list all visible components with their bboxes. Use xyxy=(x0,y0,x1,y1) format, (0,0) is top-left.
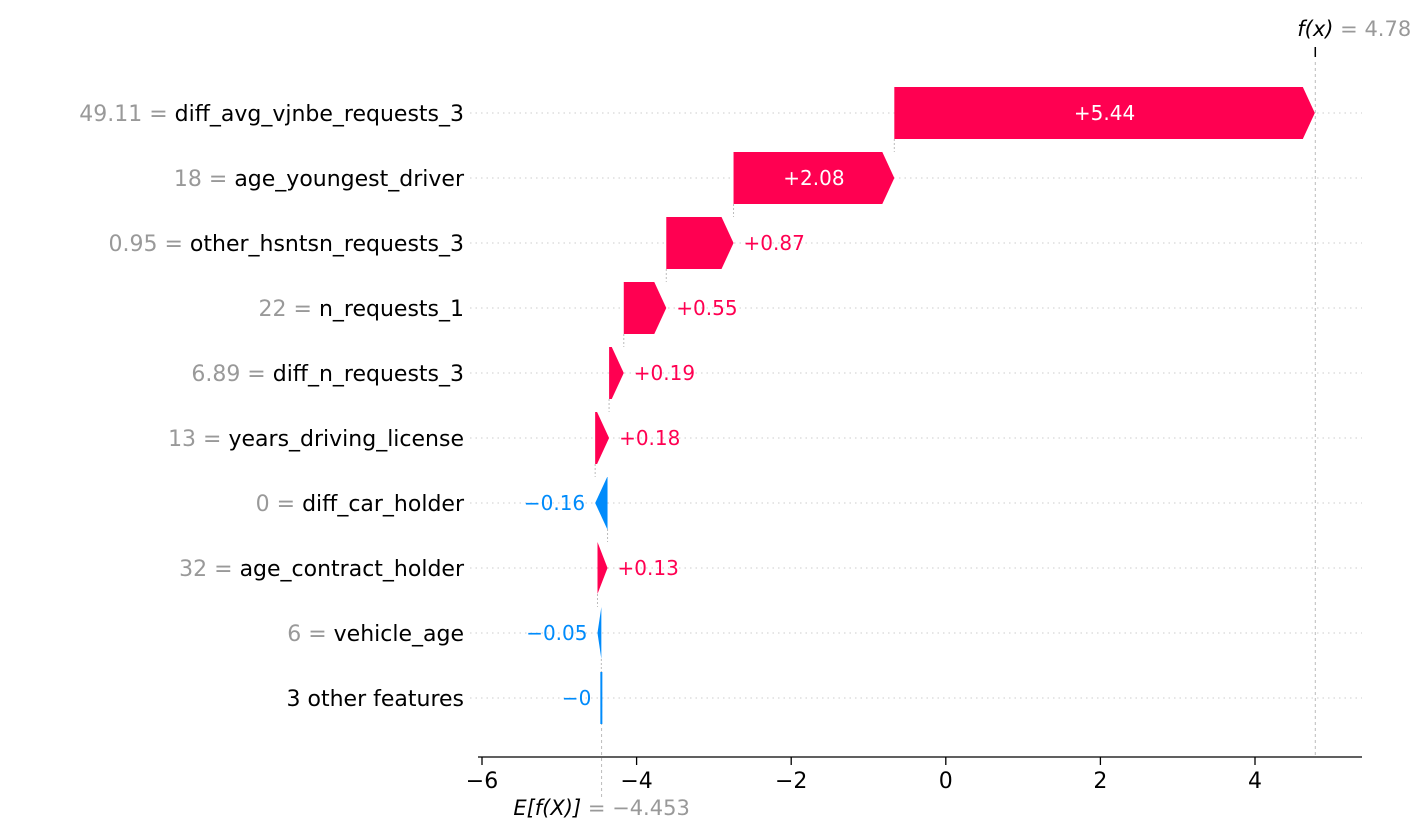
feature-value: 6 = xyxy=(287,622,333,647)
feature-name: diff_avg_vjnbe_requests_3 xyxy=(175,102,464,127)
feature-label: 18 = age_youngest_driver xyxy=(174,167,465,192)
bar-value-label: +0.18 xyxy=(619,426,680,450)
x-tick-label: 0 xyxy=(939,769,953,794)
feature-label: 6 = vehicle_age xyxy=(287,622,464,647)
x-tick-label: −6 xyxy=(466,769,498,794)
bar-other_hsntsn_requests_3 xyxy=(666,217,734,269)
reference-lines xyxy=(594,47,1317,800)
feature-name: years_driving_license xyxy=(228,427,464,452)
bar-value-label: −0 xyxy=(562,686,591,710)
bar-value-label: +0.55 xyxy=(676,296,737,320)
feature-name: other_hsntsn_requests_3 xyxy=(190,232,464,257)
feature-value: 0 = xyxy=(256,492,302,517)
final-value-number: = 4.78 xyxy=(1334,17,1412,41)
feature-value: 0.95 = xyxy=(109,232,190,257)
row-gridlines xyxy=(470,112,1362,699)
bar-diff_n_requests_3 xyxy=(609,347,624,399)
bar-age_contract_holder xyxy=(597,542,608,594)
feature-labels: 49.11 = diff_avg_vjnbe_requests_3 18 = ag… xyxy=(79,102,465,712)
feature-label: 3 other features xyxy=(287,687,464,712)
feature-name: vehicle_age xyxy=(334,622,464,647)
feature-name: diff_n_requests_3 xyxy=(273,362,464,387)
bar-value-label: +0.87 xyxy=(744,231,805,255)
feature-value: 6.89 = xyxy=(191,362,272,387)
feature-label: 22 = n_requests_1 xyxy=(259,297,464,322)
feature-label: 49.11 = diff_avg_vjnbe_requests_3 xyxy=(79,102,464,127)
feature-name: age_youngest_driver xyxy=(234,167,465,192)
feature-name: diff_car_holder xyxy=(302,492,465,517)
bar-vehicle_age xyxy=(597,607,602,659)
x-tick-label: −4 xyxy=(620,769,652,794)
x-tick-label: −2 xyxy=(775,769,807,794)
bar-age_youngest_driver xyxy=(733,152,895,204)
final-value-symbol: f(x) xyxy=(1297,17,1333,41)
final-value-annotation: f(x) = 4.78 xyxy=(1297,17,1411,41)
bar-value-label: −0.16 xyxy=(524,491,585,515)
bar-value-label: +2.08 xyxy=(783,166,844,190)
feature-value: 22 = xyxy=(259,297,319,322)
feature-name: age_contract_holder xyxy=(240,557,465,582)
x-axis: −6 −4 −2 0 2 4 xyxy=(466,756,1362,794)
bar-diff_avg_vjnbe_requests_3 xyxy=(894,87,1315,139)
base-value-number: = −4.453 xyxy=(581,796,690,820)
feature-name: 3 other features xyxy=(287,687,464,712)
bar-value-label: +5.44 xyxy=(1074,101,1135,125)
feature-label: 6.89 = diff_n_requests_3 xyxy=(191,362,464,387)
bar-value-label: −0.05 xyxy=(526,621,587,645)
feature-label: 0.95 = other_hsntsn_requests_3 xyxy=(109,232,464,257)
feature-value: 13 = xyxy=(168,427,228,452)
x-tick-label: 2 xyxy=(1093,769,1107,794)
base-value-annotation: E[f(X)] = −4.453 xyxy=(513,796,690,820)
base-value-symbol: E[f(X)] xyxy=(513,796,581,820)
x-tick-label: 4 xyxy=(1248,769,1262,794)
feature-name: n_requests_1 xyxy=(319,297,464,322)
bar-value-label: +0.19 xyxy=(634,361,695,385)
feature-value: 32 = xyxy=(179,557,239,582)
feature-label: 32 = age_contract_holder xyxy=(179,557,465,582)
bar-diff_car_holder xyxy=(595,477,608,529)
value-annotations: +5.44 +2.08 +0.87 +0.55 +0.19 +0.18 −0.16 +0.13… xyxy=(513,17,1411,820)
feature-label: 13 = years_driving_license xyxy=(168,427,464,452)
bar-years_driving_license xyxy=(595,412,610,464)
feature-label: 0 = diff_car_holder xyxy=(256,492,465,517)
feature-value: 18 = xyxy=(174,167,234,192)
contribution-bars xyxy=(595,87,1315,724)
bar-value-label: +0.13 xyxy=(618,556,679,580)
bar-n_requests_1 xyxy=(623,282,667,334)
feature-value: 49.11 = xyxy=(79,102,174,127)
